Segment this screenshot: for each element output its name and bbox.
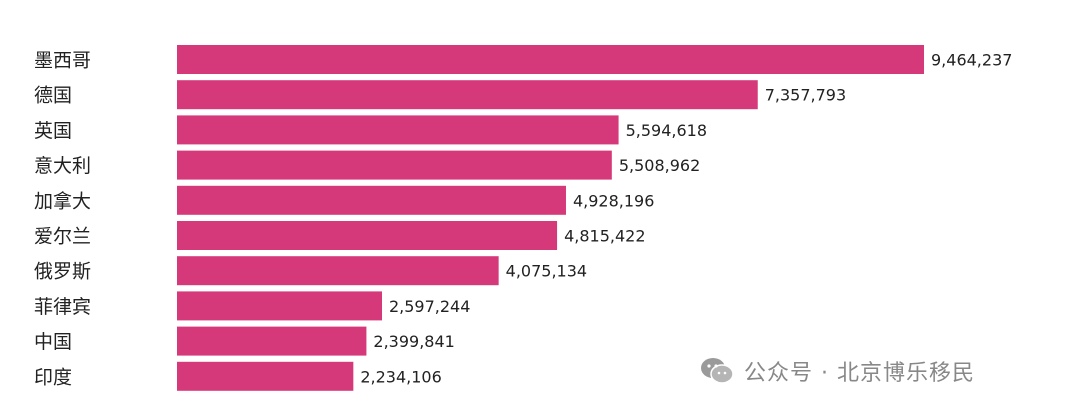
category-label: 意大利 — [34, 155, 91, 177]
category-label: 菲律宾 — [34, 296, 91, 318]
value-label: 4,075,134 — [506, 262, 587, 281]
bar — [177, 256, 499, 286]
value-label: 5,508,962 — [619, 156, 700, 175]
category-label: 俄罗斯 — [34, 261, 91, 283]
value-label: 7,357,793 — [765, 86, 846, 105]
category-label: 加拿大 — [34, 189, 91, 212]
bar — [177, 361, 354, 391]
bar — [177, 150, 612, 180]
bar — [177, 185, 566, 215]
category-label: 墨西哥 — [34, 50, 91, 72]
value-label: 4,928,196 — [573, 191, 654, 210]
value-label: 4,815,422 — [564, 227, 645, 246]
value-label: 2,234,106 — [360, 367, 441, 386]
value-label: 5,594,618 — [626, 121, 707, 140]
category-label: 爱尔兰 — [34, 226, 91, 248]
category-label: 德国 — [34, 85, 72, 107]
value-label: 2,399,841 — [373, 332, 454, 351]
bar — [177, 45, 924, 74]
bar — [177, 291, 382, 321]
watermark-text: 公众号 · 北京博乐移民 — [744, 361, 975, 386]
value-label: 9,464,237 — [931, 51, 1012, 70]
wechat-icon — [701, 358, 734, 384]
bar — [177, 80, 758, 110]
bar — [177, 326, 367, 356]
category-label: 英国 — [34, 120, 72, 142]
value-label: 2,597,244 — [389, 297, 470, 316]
bar — [177, 221, 558, 250]
category-label: 中国 — [34, 331, 72, 353]
bar — [177, 115, 619, 145]
watermark: 公众号 · 北京博乐移民 — [700, 355, 975, 387]
category-label: 印度 — [34, 366, 72, 388]
